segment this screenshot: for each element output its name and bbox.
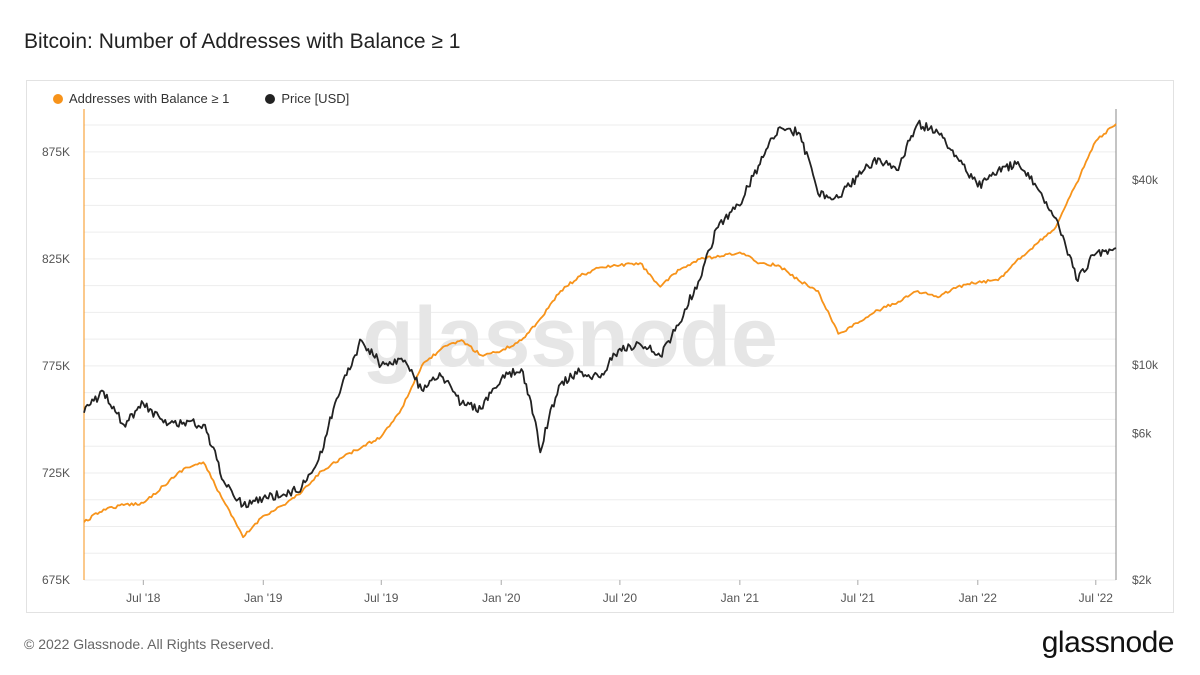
chart-panel: Addresses with Balance ≥ 1 Price [USD] g…	[26, 80, 1174, 613]
y-left-tick-label: 775K	[42, 359, 70, 373]
x-tick-label: Jul '19	[364, 591, 399, 605]
y-right-tick-label: $10k	[1132, 358, 1159, 372]
y-left-tick-label: 875K	[42, 145, 70, 159]
y-left-tick-label: 825K	[42, 252, 70, 266]
series-line-price	[83, 119, 1117, 509]
copyright-footer: © 2022 Glassnode. All Rights Reserved.	[24, 636, 275, 652]
x-tick-label: Jan '20	[482, 591, 521, 605]
legend-dot-addresses	[53, 93, 63, 104]
x-tick-label: Jul '21	[841, 591, 876, 605]
y-left-tick-label: 675K	[42, 573, 70, 587]
x-tick-label: Jul '20	[603, 591, 638, 605]
x-tick-label: Jan '21	[721, 591, 760, 605]
legend-item-price[interactable]: Price [USD]	[265, 91, 349, 106]
y-right-tick-label: $6k	[1132, 426, 1152, 440]
y-right-tick-label: $2k	[1132, 573, 1152, 587]
legend-item-addresses[interactable]: Addresses with Balance ≥ 1	[53, 91, 229, 106]
brand-logo[interactable]: glassnode	[1041, 626, 1175, 659]
x-tick-label: Jul '18	[126, 591, 161, 605]
legend-label-price: Price [USD]	[281, 91, 350, 106]
chart-title: Bitcoin: Number of Addresses with Balanc…	[24, 30, 461, 53]
y-left-tick-label: 725K	[42, 466, 70, 480]
legend-dot-price	[265, 93, 276, 104]
watermark: glassnode	[362, 290, 777, 384]
x-tick-label: Jan '22	[959, 591, 998, 605]
x-tick-label: Jan '19	[244, 591, 283, 605]
x-tick-label: Jul '22	[1079, 591, 1114, 605]
series-line-addresses	[83, 123, 1117, 539]
legend-label-addresses: Addresses with Balance ≥ 1	[69, 91, 230, 106]
line-chart[interactable]: glassnode 675K 725K 775K 825K 875K $2k $6k $10k $…	[27, 81, 1173, 612]
legend: Addresses with Balance ≥ 1 Price [USD]	[53, 91, 349, 106]
y-right-tick-label: $40k	[1132, 173, 1159, 187]
